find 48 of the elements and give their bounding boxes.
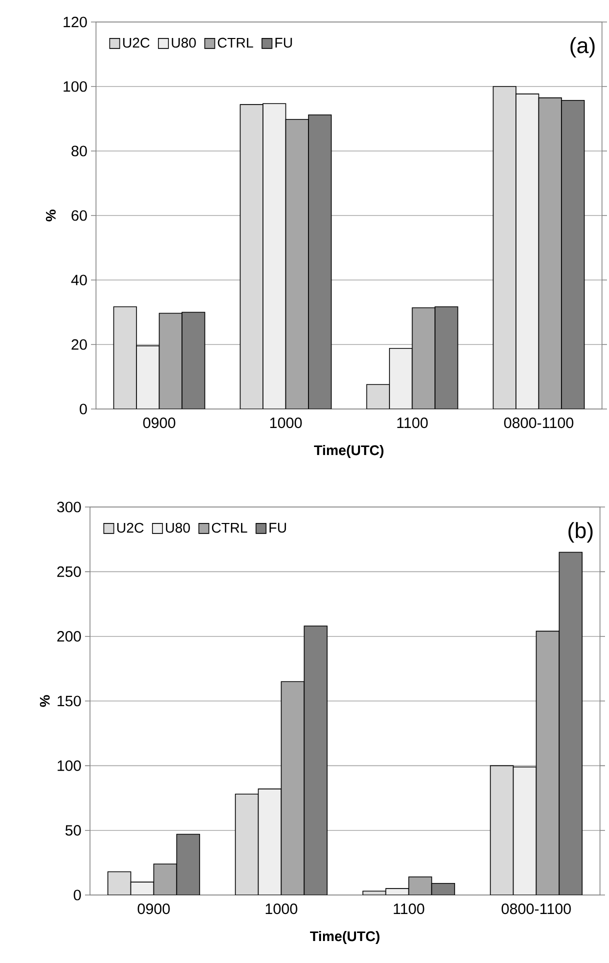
- bar: [136, 346, 160, 410]
- bar: [240, 104, 263, 410]
- y-tick-label: 120: [64, 16, 87, 28]
- y-tick-label: 80: [72, 146, 87, 156]
- x-tick-label: 0800-1100: [502, 904, 571, 914]
- y-tick-label: 50: [65, 825, 81, 836]
- y-axis-title: %: [40, 695, 50, 707]
- y-axis-title: %: [46, 210, 56, 222]
- x-tick-label: 1100: [397, 418, 428, 428]
- y-tick-label: 300: [57, 502, 81, 512]
- legend-label: U80: [166, 522, 190, 533]
- x-tick-label: 0900: [138, 904, 170, 914]
- bar: [262, 104, 286, 410]
- legend-label: FU: [270, 522, 286, 533]
- annotation: (a): [570, 37, 595, 58]
- bar: [366, 384, 390, 410]
- y-tick-label: 150: [58, 696, 81, 706]
- y-tick-label: 100: [64, 81, 87, 92]
- y-tick-label: 0: [80, 404, 87, 414]
- x-tick-label: 1100: [394, 904, 424, 914]
- legend-label: U80: [172, 38, 196, 48]
- legend-label: CTRL: [218, 38, 254, 48]
- y-tick-label: 200: [57, 631, 81, 642]
- x-tick-label: 1000: [266, 904, 298, 914]
- x-tick-label: 1000: [270, 418, 302, 428]
- legend-label: U2C: [117, 522, 144, 533]
- y-tick-label: 40: [71, 274, 87, 286]
- legend-label: U2C: [123, 38, 150, 48]
- y-tick-label: 20: [72, 339, 87, 350]
- x-tick-label: 0900: [143, 418, 176, 428]
- y-tick-label: 0: [74, 890, 81, 900]
- bar: [114, 306, 136, 410]
- x-axis-title: Time(UTC): [310, 930, 380, 944]
- bar: [408, 876, 432, 896]
- bar: [538, 97, 562, 410]
- x-tick-label: 0800-1100: [504, 418, 574, 428]
- bar: [286, 119, 309, 410]
- y-tick-label: 60: [72, 210, 87, 221]
- x-axis-title: Time(UTC): [314, 444, 384, 458]
- legend-label: CTRL: [212, 522, 248, 533]
- bar: [153, 864, 178, 896]
- y-tick-label: 250: [57, 566, 81, 577]
- y-tick-label: 100: [58, 760, 81, 771]
- legend-label: FU: [275, 38, 292, 48]
- bar: [389, 348, 412, 410]
- bar: [516, 94, 540, 410]
- bar: [492, 86, 516, 410]
- annotation: (b): [568, 522, 593, 543]
